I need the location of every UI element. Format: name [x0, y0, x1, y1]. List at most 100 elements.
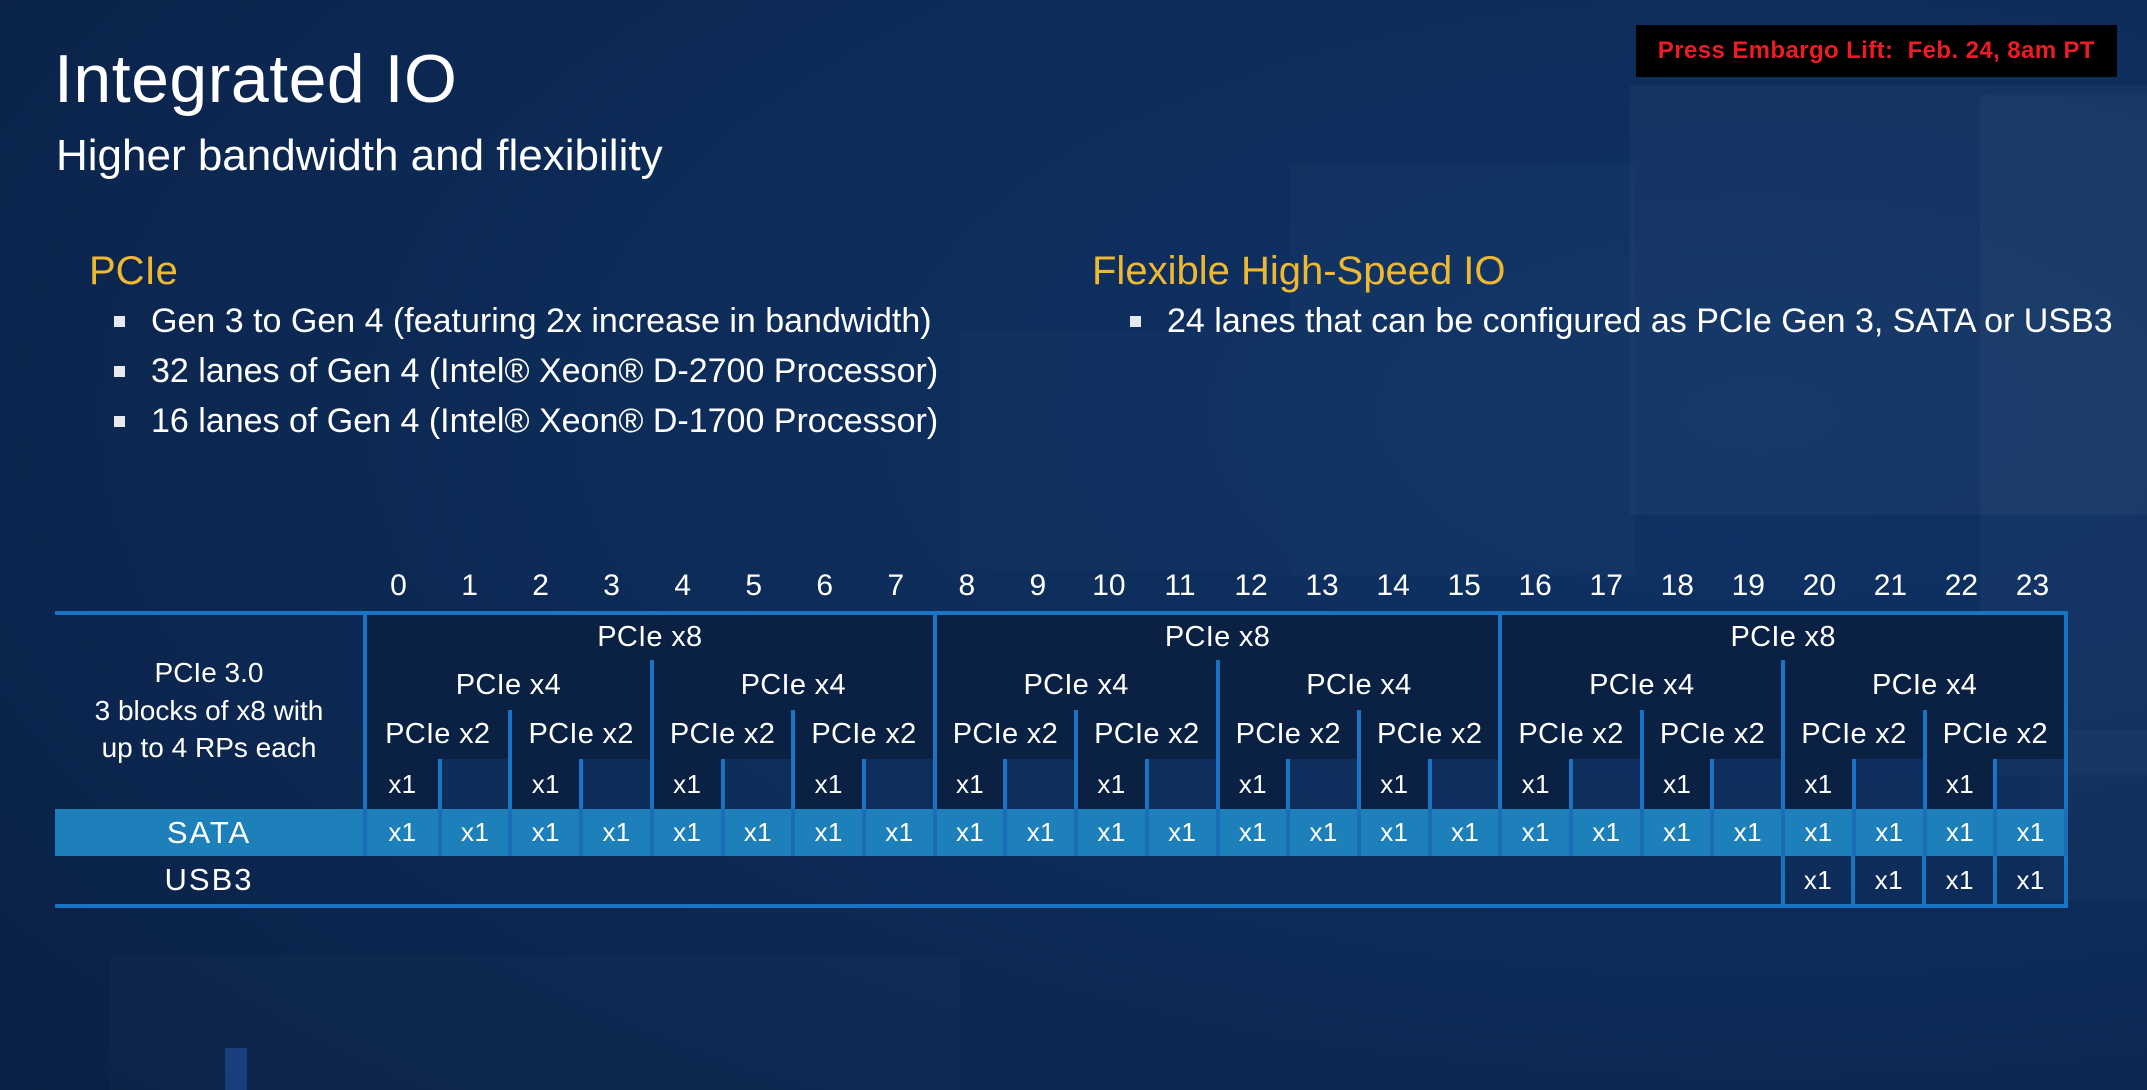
pcie-x2-cell: PCIe x2	[649, 710, 792, 759]
pcie-x8-cell: PCIe x8	[1498, 615, 2064, 660]
pcie-x2-cell: PCIe x2	[932, 710, 1075, 759]
usb3-cell	[363, 856, 434, 904]
usb3-cell	[1710, 856, 1781, 904]
lane-number: 9	[1029, 569, 1047, 602]
pcie-x2-cell: PCIe x2	[791, 710, 933, 759]
pcie-x4-cell: PCIe x4	[1498, 660, 1782, 710]
lane-number: 0	[390, 569, 407, 602]
sata-cell: x1	[1427, 809, 1499, 856]
usb3-cell	[647, 856, 718, 904]
page-title: Integrated IO	[54, 41, 458, 117]
lane-number: 3	[603, 569, 620, 602]
usb3-cell	[1639, 856, 1710, 904]
lane-number: 23	[2015, 569, 2050, 602]
pcie-x1-cell	[579, 759, 650, 809]
page-subtitle: Higher bandwidth and flexibility	[56, 131, 663, 180]
pcie-x1-cell: x1	[1498, 759, 1570, 809]
pcie-x1-cell	[1286, 759, 1357, 809]
lane-number: 13	[1305, 569, 1339, 602]
sata-cell: x1	[1074, 809, 1145, 856]
pcie-x1-cell	[720, 759, 792, 809]
bullet-item: 32 lanes of Gen 4 (Intel® Xeon® D-2700 P…	[114, 346, 938, 396]
sata-cell: x1	[1710, 809, 1781, 856]
lane-number: 1	[461, 569, 478, 602]
usb3-cell	[434, 856, 505, 904]
pcie-x2-cell: PCIe x2	[1215, 710, 1357, 759]
usb3-row-label: USB3	[164, 862, 254, 897]
lane-number: 18	[1660, 569, 1694, 602]
usb3-cell	[1072, 856, 1143, 904]
lane-number: 16	[1518, 569, 1552, 602]
bullet-item: 16 lanes of Gen 4 (Intel® Xeon® D-1700 P…	[114, 396, 938, 446]
pcie-x2-cell: PCIe x2	[508, 710, 650, 759]
lane-number: 21	[1873, 569, 1908, 602]
sata-cell: x1	[1286, 809, 1357, 856]
pcie-x1-cell	[1144, 759, 1216, 809]
pcie-x8-cell: PCIe x8	[932, 615, 1499, 660]
pcie-x1-cell: x1	[1356, 759, 1428, 809]
sata-cell: x1	[649, 809, 721, 856]
pcie-x2-cell: PCIe x2	[1074, 710, 1216, 759]
sata-cell: x1	[1498, 809, 1569, 856]
pcie-x2-cell: PCIe x2	[1498, 710, 1640, 759]
pcie-block-rows: PCIe x8 PCIe x8 PCIe x8 PCIe x4 PCIe x4 PCIe…	[363, 615, 2068, 809]
pcie-x1-cell: x1	[932, 759, 1004, 809]
lane-number: 22	[1944, 569, 1979, 602]
pcie-x1-cell: x1	[1074, 759, 1145, 809]
pcie-x4-cell: PCIe x4	[1215, 660, 1499, 710]
sata-cell: x1	[388, 817, 417, 847]
bullet-text: 24 lanes that can be configured as PCIe …	[1167, 301, 2113, 340]
pcie-x2-row: PCIe x2 PCIe x2 PCIe x2 PCIe x2 PCIe x2 PCIe …	[367, 710, 2064, 759]
pcie-x1-cell	[1427, 759, 1499, 809]
pcie-x2-cell: PCIe x2	[1639, 710, 1782, 759]
lane-number: 7	[887, 569, 905, 602]
usb3-cell	[859, 856, 930, 904]
bullet-marker-icon	[114, 315, 125, 327]
bullet-marker-icon	[114, 365, 125, 377]
pcie-x1-cell	[437, 759, 509, 809]
side-label-line: up to 4 RPs each	[101, 732, 317, 764]
sata-cell: x1	[1003, 809, 1074, 856]
usb3-cell: x1	[1780, 856, 1852, 904]
lane-number-header: 0 1 2 3 4 5 6 7 8 9 10 11 12 13 14 15 16 17 18 19 20 21 22 23	[363, 563, 2068, 609]
table-bottom-rule	[55, 904, 2068, 908]
sata-cell: x1	[1356, 809, 1428, 856]
pcie-x4-cell: PCIe x4	[367, 660, 650, 710]
background-texture	[1290, 165, 1635, 575]
usb3-cell	[1355, 856, 1426, 904]
usb3-cell	[505, 856, 576, 904]
usb3-cell	[576, 856, 647, 904]
usb3-cell: x1	[1993, 856, 2064, 904]
pcie-x1-cell: x1	[1639, 759, 1711, 809]
pcie-x1-cell: x1	[791, 759, 862, 809]
pcie-x1-cell: x1	[367, 759, 438, 809]
lane-number: 17	[1589, 569, 1623, 602]
lane-number: 11	[1164, 569, 1196, 602]
bullet-text: 32 lanes of Gen 4 (Intel® Xeon® D-2700 P…	[151, 351, 939, 390]
sata-lane-grid: x1 x1 x1 x1 x1 x1 x1 x1 x1 x1 x1 x1 x1 x1 x1 x1 x1 x1 x1 x1…	[363, 809, 2068, 856]
pcie-x1-cell	[1003, 759, 1075, 809]
bullet-marker-icon	[114, 415, 125, 427]
lane-number: 14	[1376, 569, 1410, 602]
background-texture	[225, 1048, 247, 1090]
usb3-lane-grid: x1 x1 x1 x1	[363, 856, 2068, 904]
bullet-text: Gen 3 to Gen 4 (featuring 2x increase in…	[151, 301, 932, 340]
side-label-line: 3 blocks of x8 with	[94, 694, 324, 726]
lane-number: 19	[1731, 569, 1765, 602]
usb3-cell	[1426, 856, 1497, 904]
background-texture	[110, 955, 960, 1090]
sata-cell: x1	[437, 809, 509, 856]
pcie-x8-cell: PCIe x8	[367, 615, 933, 660]
usb3-cell	[1497, 856, 1568, 904]
pcie-x4-cell: PCIe x4	[1781, 660, 2064, 710]
sata-cell: x1	[1639, 809, 1711, 856]
bullet-text: 16 lanes of Gen 4 (Intel® Xeon® D-1700 P…	[151, 401, 939, 440]
sata-cell: x1	[791, 809, 862, 856]
pcie-x2-cell: PCIe x2	[1356, 710, 1499, 759]
pcie-x2-cell: PCIe x2	[367, 710, 509, 759]
lane-number: 12	[1234, 569, 1268, 602]
pcie-x1-cell	[1569, 759, 1640, 809]
usb3-cell	[717, 856, 788, 904]
sata-cell: x1	[1569, 809, 1640, 856]
